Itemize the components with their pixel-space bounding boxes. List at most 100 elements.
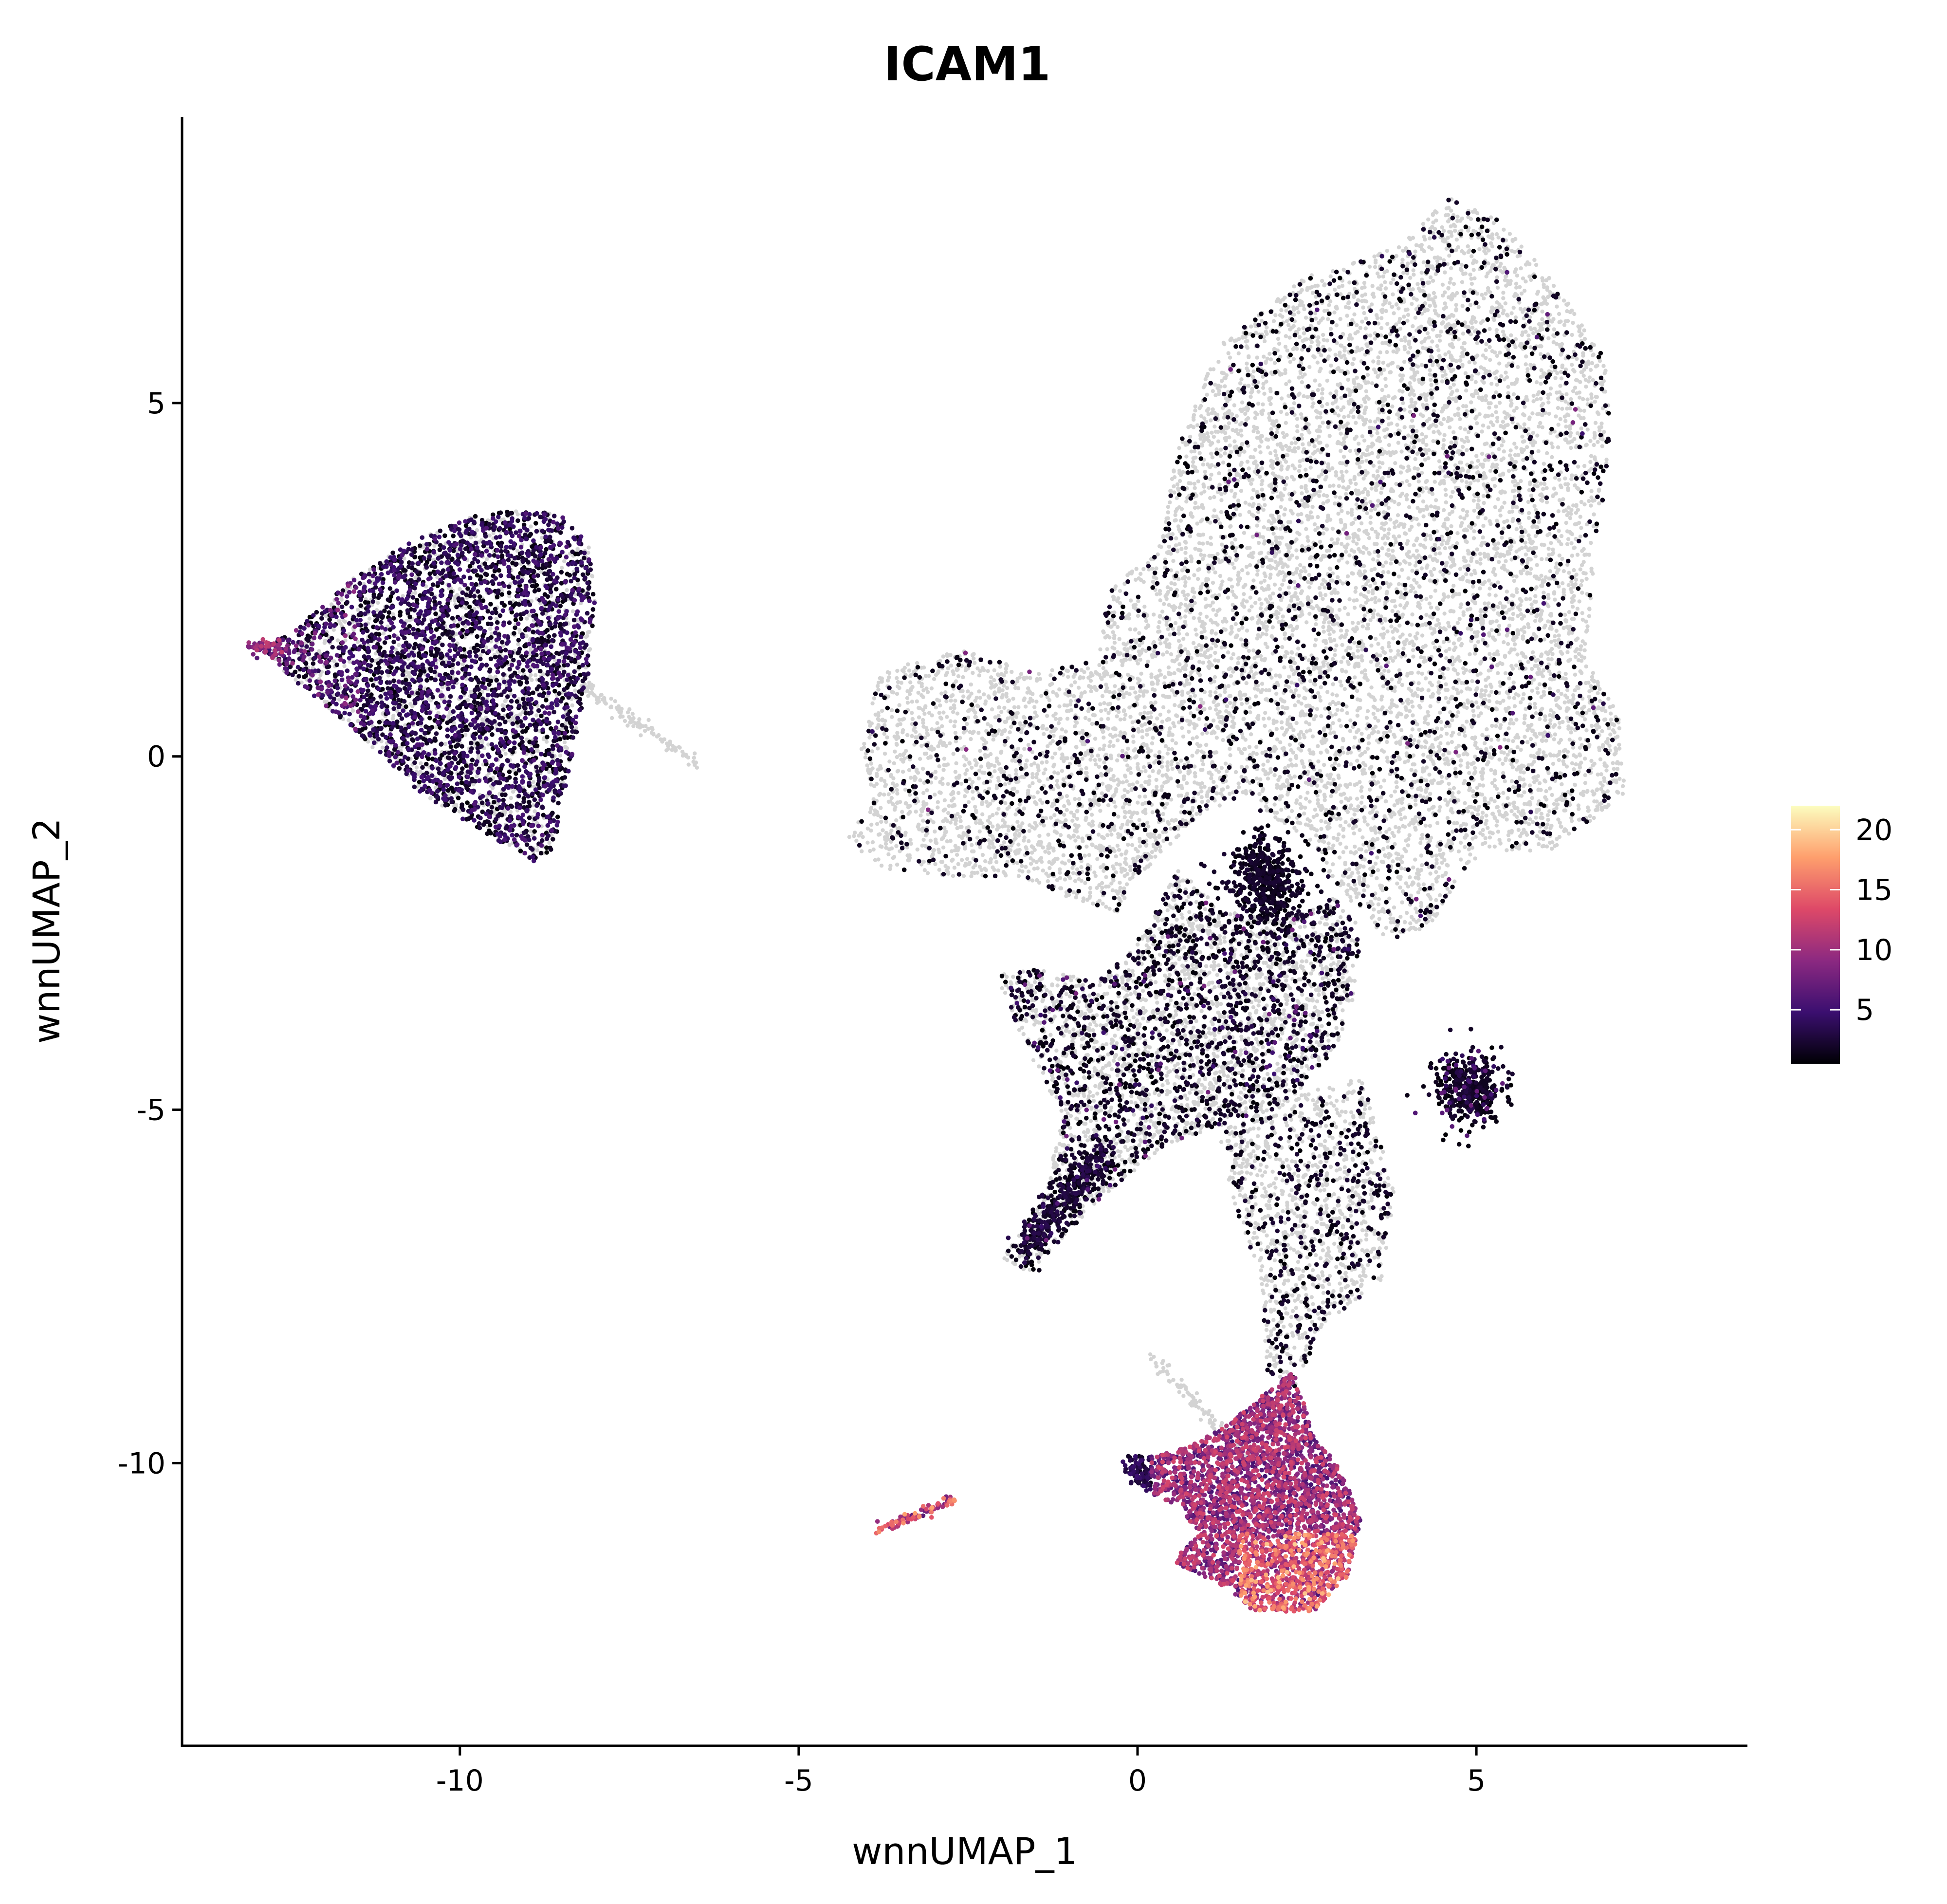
cell-point (1102, 743, 1106, 748)
cell-point (1261, 787, 1266, 792)
cell-point (1384, 925, 1389, 930)
cell-point (936, 800, 940, 804)
cell-point (1062, 703, 1067, 707)
cell-point (1290, 763, 1295, 768)
cell-point (1542, 750, 1546, 755)
cell-point (1236, 656, 1241, 661)
cell-point (1301, 326, 1306, 331)
cell-point (1195, 749, 1200, 753)
cell-point (1409, 734, 1414, 739)
cell-point (1364, 316, 1368, 321)
cell-point (1535, 834, 1539, 838)
cell-point (1322, 338, 1326, 342)
cell-point (1216, 439, 1221, 444)
cell-point (1029, 862, 1033, 866)
cell-point (1320, 396, 1324, 401)
cell-point (958, 736, 962, 740)
cell-point (950, 798, 954, 803)
cell-point (1527, 274, 1532, 279)
cell-point (1372, 367, 1377, 372)
cell-point (1226, 595, 1231, 600)
cell-point (1111, 774, 1116, 778)
cell-point (1582, 717, 1587, 721)
cell-point (1492, 844, 1497, 849)
cell-point (1461, 508, 1465, 512)
cell-point (1407, 833, 1412, 837)
cell-point (1043, 767, 1047, 772)
cell-point (1293, 669, 1298, 673)
cell-point (1247, 466, 1251, 471)
cell-point (1329, 578, 1333, 583)
cell-point (1307, 365, 1312, 370)
cell-point (1579, 583, 1583, 588)
cell-point (1596, 412, 1601, 416)
cell-point (1540, 609, 1544, 613)
cell-point (861, 835, 865, 839)
cell-point (1088, 890, 1092, 895)
cell-point (1132, 605, 1136, 610)
cell-point (1271, 419, 1275, 424)
cell-point (1373, 507, 1378, 511)
cell-point (1306, 823, 1311, 828)
cell-point (1176, 639, 1181, 643)
cell-point (1549, 657, 1554, 662)
cell-point (1463, 734, 1467, 738)
cell-point (1589, 758, 1594, 763)
cell-point (1348, 895, 1353, 899)
cell-point (1157, 629, 1162, 634)
cell-point (1597, 501, 1601, 506)
cell-point (1084, 766, 1088, 771)
cell-point (973, 661, 977, 665)
cell-point (1548, 386, 1553, 391)
cell-point (1617, 776, 1622, 781)
cell-point (1326, 464, 1330, 469)
cell-point (1456, 691, 1460, 696)
cell-point (1262, 391, 1267, 396)
cell-point (1355, 541, 1359, 546)
cell-point (1604, 458, 1609, 462)
cell-point (1239, 461, 1244, 465)
cell-point (1571, 753, 1576, 758)
cell-point (1463, 371, 1468, 375)
cell-point (1428, 704, 1433, 708)
cell-point (1294, 548, 1299, 553)
cell-point (1503, 301, 1507, 306)
cell-point (1314, 622, 1318, 627)
cell-point (1602, 430, 1606, 434)
cell-point (1048, 673, 1053, 678)
cell-point (922, 868, 927, 872)
cell-point (1375, 855, 1379, 860)
cell-point (1580, 611, 1584, 615)
cell-point (1541, 487, 1545, 491)
cell-point (1557, 740, 1561, 745)
cell-point (1514, 692, 1518, 697)
cell-point (1271, 319, 1276, 323)
cell-point (1055, 778, 1060, 783)
cell-point (889, 689, 894, 694)
cell-point (1412, 543, 1416, 548)
cell-point (1580, 591, 1584, 595)
cell-point (1416, 890, 1420, 895)
cell-point (1411, 324, 1415, 329)
cell-point (1373, 716, 1378, 720)
cell-point (1549, 640, 1554, 644)
cell-point (1447, 396, 1451, 401)
cell-point (1441, 573, 1446, 577)
cell-point (1316, 798, 1320, 802)
cell-point (953, 770, 958, 774)
cell-point (1247, 355, 1251, 359)
cell-point (1426, 688, 1431, 693)
cell-point (1093, 737, 1098, 741)
cell-point (1239, 377, 1244, 382)
cell-point (1539, 396, 1543, 401)
cell-point (1327, 548, 1332, 553)
cell-point (1521, 634, 1525, 639)
cell-point (1376, 455, 1380, 459)
cell-point (1293, 441, 1298, 445)
cell-point (1305, 535, 1310, 539)
cell-point (996, 807, 1001, 811)
cell-point (934, 705, 938, 710)
cell-point (1584, 710, 1589, 715)
cell-point (1188, 534, 1193, 538)
cell-point (1218, 447, 1223, 452)
